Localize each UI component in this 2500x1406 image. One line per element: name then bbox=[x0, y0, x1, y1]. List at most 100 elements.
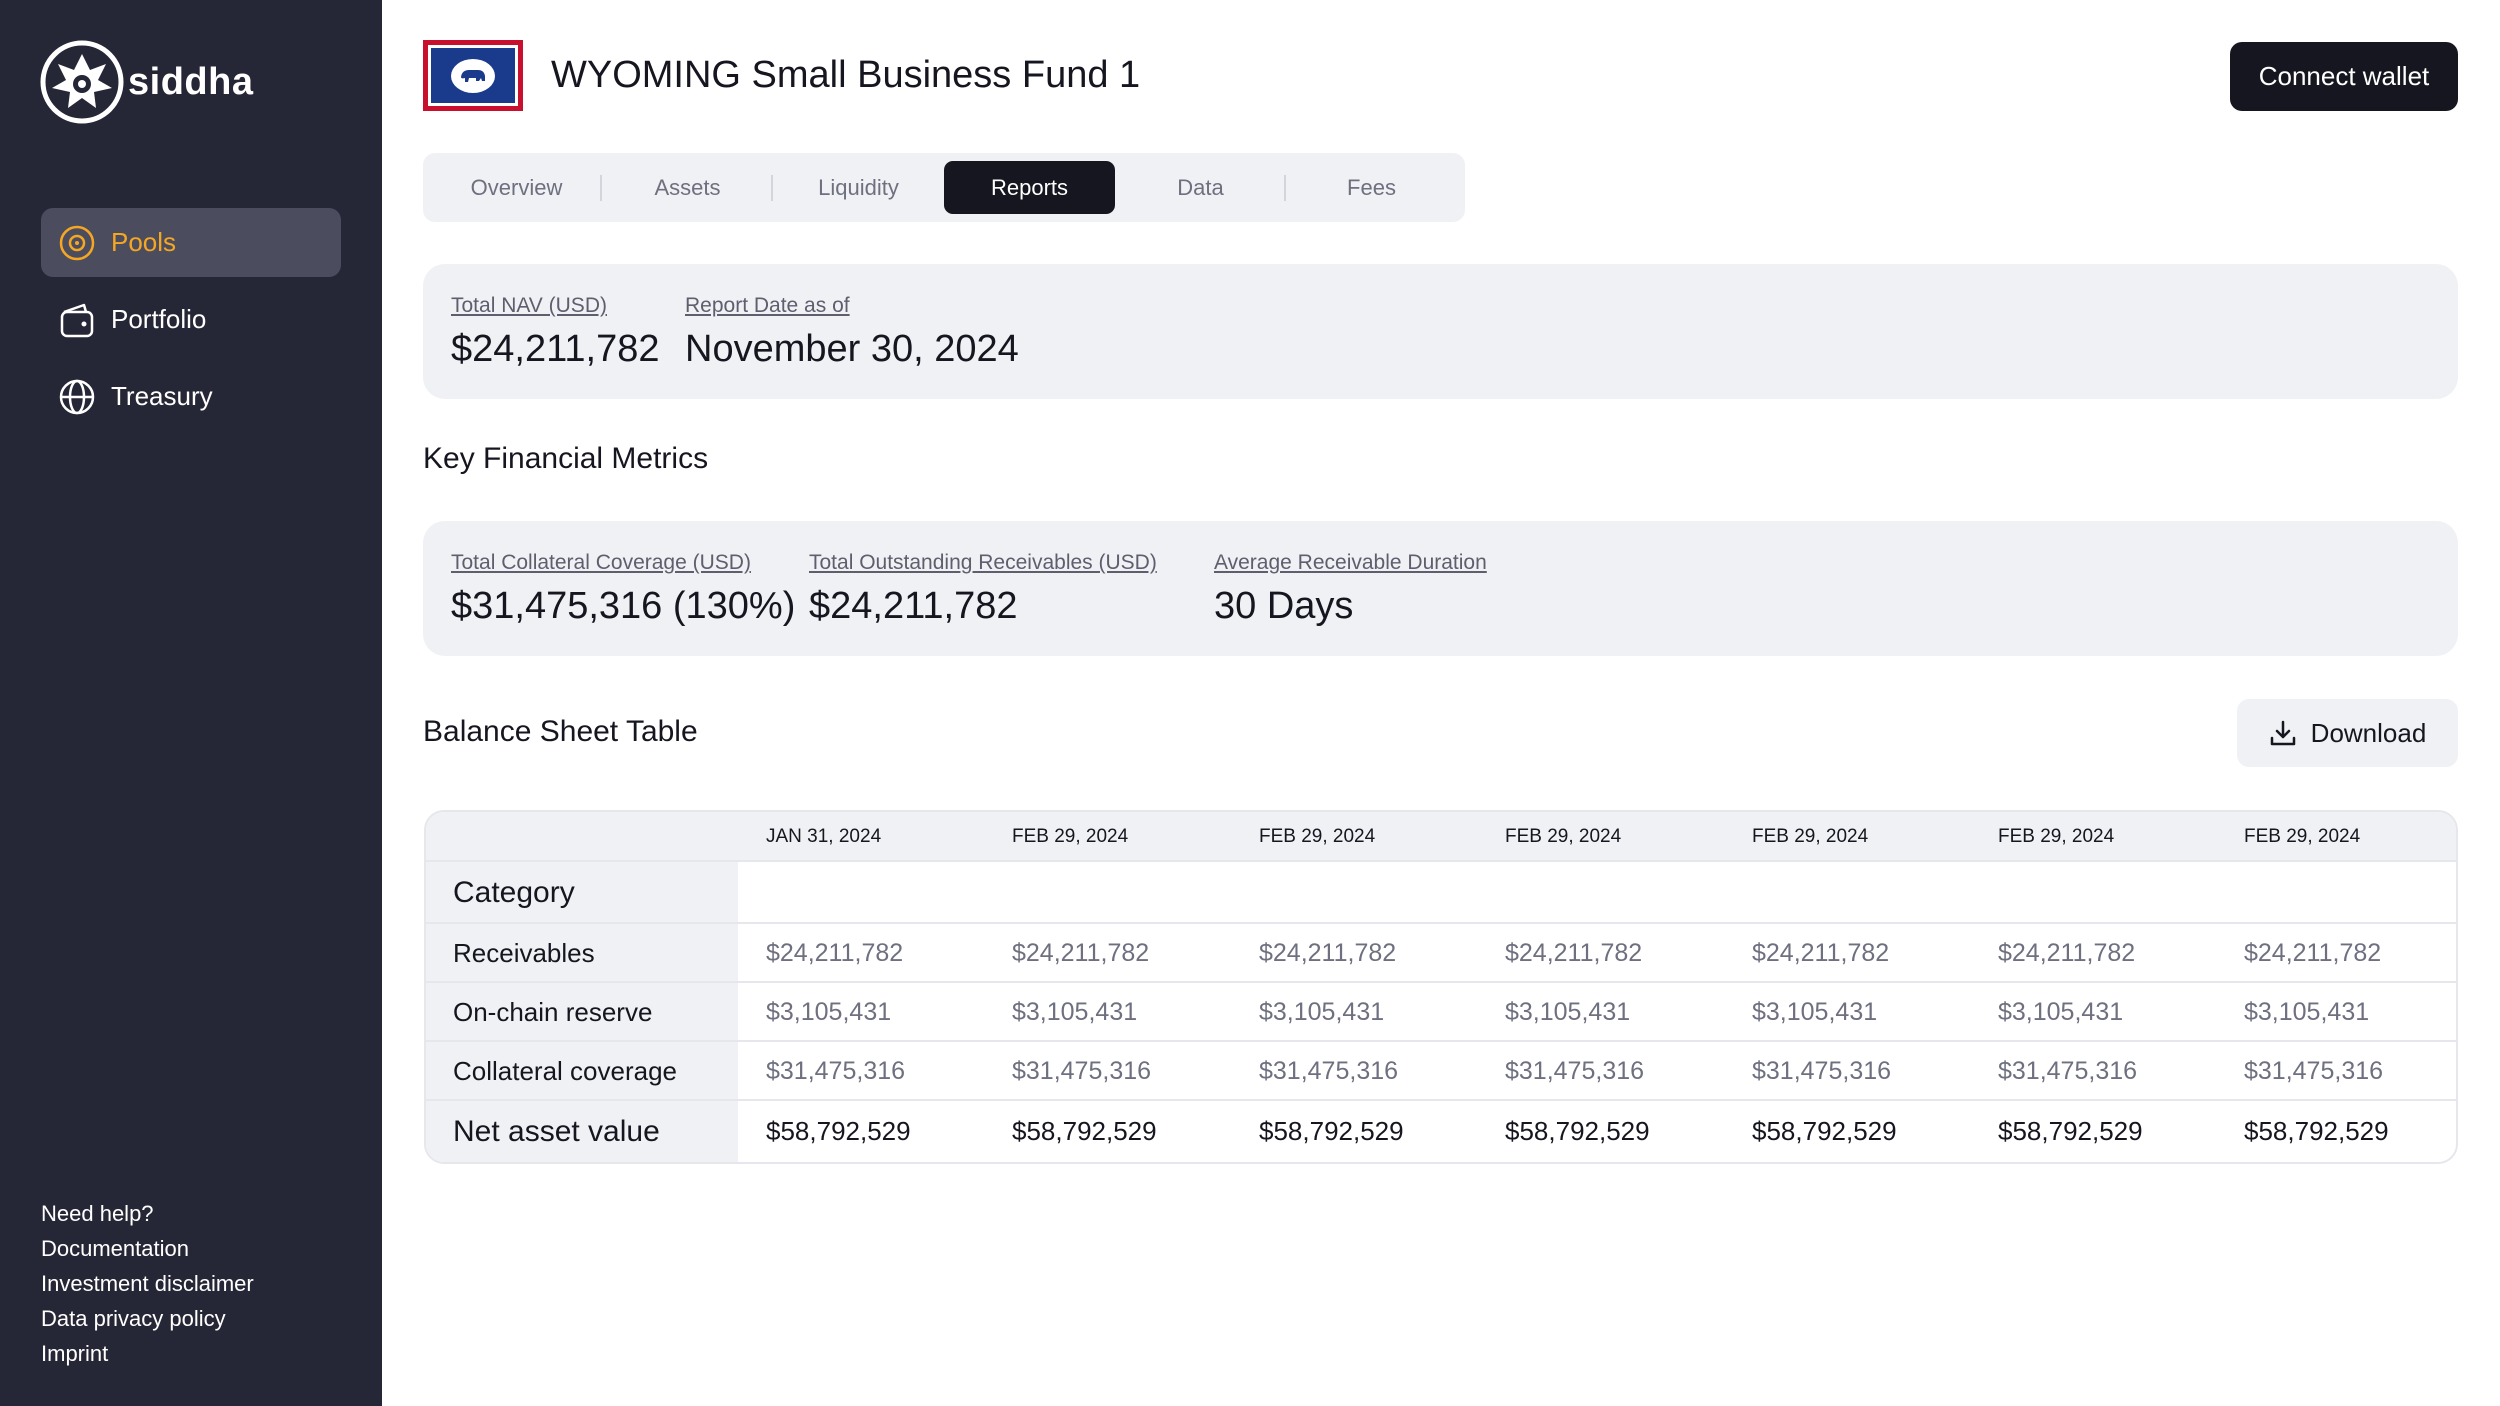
table-cell: $31,475,316 bbox=[2244, 1057, 2384, 1085]
tab-assets[interactable]: Assets bbox=[602, 161, 773, 214]
tab-reports[interactable]: Reports bbox=[944, 161, 1115, 214]
outstanding-receivables-label[interactable]: Total Outstanding Receivables (USD) bbox=[809, 551, 1157, 574]
outstanding-receivables-value: $24,211,782 bbox=[809, 585, 1018, 627]
category-column bbox=[426, 862, 738, 1162]
nav-summary-card: Total NAV (USD) $24,211,782 Report Date … bbox=[423, 264, 2458, 399]
wallet-icon bbox=[57, 300, 97, 340]
column-header: FEB 29, 2024 bbox=[2244, 826, 2361, 847]
data-privacy-policy-link[interactable]: Data privacy policy bbox=[41, 1306, 226, 1331]
collateral-coverage-label[interactable]: Total Collateral Coverage (USD) bbox=[451, 551, 751, 574]
investment-disclaimer-link[interactable]: Investment disclaimer bbox=[41, 1271, 254, 1296]
connect-wallet-button[interactable]: Connect wallet bbox=[2230, 42, 2458, 111]
table-cell: $58,792,529 bbox=[2244, 1116, 2389, 1146]
column-header: FEB 29, 2024 bbox=[1752, 826, 1869, 847]
balance-sheet-table: JAN 31, 2024 FEB 29, 2024 FEB 29, 2024 FEB … bbox=[424, 810, 2458, 1164]
report-date-label[interactable]: Report Date as of bbox=[685, 294, 850, 317]
sidebar-item-portfolio[interactable]: Portfolio bbox=[41, 285, 341, 354]
sidebar-item-pools[interactable]: Pools bbox=[41, 208, 341, 277]
table-cell: $58,792,529 bbox=[1259, 1116, 1404, 1146]
key-metrics-title: Key Financial Metrics bbox=[423, 442, 709, 475]
table-header-row bbox=[426, 812, 2456, 862]
key-metrics-card: Total Collateral Coverage (USD) $31,475,… bbox=[423, 521, 2458, 656]
need-help-link[interactable]: Need help? bbox=[41, 1201, 154, 1226]
tab-bar: Overview Assets Liquidity Reports Data F… bbox=[423, 153, 1465, 222]
table-cell: $31,475,316 bbox=[766, 1057, 906, 1085]
receivables-row: Receivables $24,211,782 $24,211,782 $24,211… bbox=[426, 924, 2456, 983]
sidebar-item-label: Portfolio bbox=[111, 304, 207, 334]
outstanding-receivables: Total Outstanding Receivables (USD) $24,… bbox=[809, 551, 1157, 628]
table-cell: $31,475,316 bbox=[1505, 1057, 1645, 1085]
sidebar-item-label: Pools bbox=[111, 227, 177, 257]
column-header: JAN 31, 2024 bbox=[766, 826, 882, 847]
on-chain-reserve-row: On-chain reserve $3,105,431 $3,105,431 $3,1… bbox=[426, 983, 2456, 1042]
row-label: Net asset value bbox=[453, 1115, 660, 1148]
column-header: FEB 29, 2024 bbox=[1012, 826, 1129, 847]
brand-name: siddha bbox=[128, 60, 254, 103]
collateral-coverage-row: Collateral coverage $31,475,316 $31,475,31… bbox=[426, 1042, 2456, 1101]
total-nav: Total NAV (USD) $24,211,782 bbox=[451, 294, 660, 371]
download-icon bbox=[2270, 720, 2295, 746]
sidebar: siddha Pools Portfolio Treasury Need hel… bbox=[0, 0, 382, 1406]
siddha-logo-icon bbox=[40, 40, 124, 124]
globe-icon bbox=[57, 377, 97, 417]
report-date: Report Date as of November 30, 2024 bbox=[685, 294, 1019, 371]
row-label: On-chain reserve bbox=[453, 997, 653, 1027]
table-cell: $24,211,782 bbox=[1259, 939, 1397, 967]
tab-data[interactable]: Data bbox=[1115, 161, 1286, 214]
sidebar-item-label: Treasury bbox=[111, 381, 213, 411]
report-date-value: November 30, 2024 bbox=[685, 328, 1019, 370]
wyoming-flag-icon bbox=[423, 40, 523, 111]
table-cell: $58,792,529 bbox=[1505, 1116, 1650, 1146]
page-title: WYOMING Small Business Fund 1 bbox=[551, 54, 1141, 96]
receivable-duration-label[interactable]: Average Receivable Duration bbox=[1214, 551, 1487, 574]
table-cell: $3,105,431 bbox=[1998, 998, 2124, 1026]
tab-fees[interactable]: Fees bbox=[1347, 174, 1396, 200]
table-cell: $24,211,782 bbox=[766, 939, 904, 967]
receivable-duration: Average Receivable Duration 30 Days bbox=[1214, 551, 1487, 628]
receivable-duration-value: 30 Days bbox=[1214, 585, 1354, 627]
target-icon bbox=[57, 223, 97, 263]
row-label: Collateral coverage bbox=[453, 1056, 678, 1086]
table-cell: $58,792,529 bbox=[1012, 1116, 1157, 1146]
column-header: FEB 29, 2024 bbox=[1505, 826, 1622, 847]
balance-sheet-title: Balance Sheet Table bbox=[423, 715, 698, 748]
table-cell: $3,105,431 bbox=[1012, 998, 1138, 1026]
table-cell: $58,792,529 bbox=[1752, 1116, 1897, 1146]
table-cell: $31,475,316 bbox=[1259, 1057, 1399, 1085]
brand-logo[interactable]: siddha bbox=[40, 40, 253, 124]
tab-liquidity[interactable]: Liquidity bbox=[818, 174, 899, 200]
download-button[interactable]: Download bbox=[2237, 699, 2458, 767]
table-cell: $24,211,782 bbox=[1505, 939, 1643, 967]
table-cell: $24,211,782 bbox=[1752, 939, 1890, 967]
column-header: FEB 29, 2024 bbox=[1259, 826, 1376, 847]
table-cell: $31,475,316 bbox=[1752, 1057, 1892, 1085]
help-links: Need help? Documentation Investment disc… bbox=[41, 1196, 254, 1371]
table-cell: $3,105,431 bbox=[1505, 998, 1631, 1026]
table-cell: $3,105,431 bbox=[1259, 998, 1385, 1026]
table-cell: $31,475,316 bbox=[1012, 1057, 1152, 1085]
table-cell: $3,105,431 bbox=[2244, 998, 2370, 1026]
table-cell: $24,211,782 bbox=[2244, 939, 2382, 967]
column-header: FEB 29, 2024 bbox=[1998, 826, 2115, 847]
table-cell: $58,792,529 bbox=[1998, 1116, 2143, 1146]
table-cell: $3,105,431 bbox=[766, 998, 892, 1026]
net-asset-value-row: Net asset value $58,792,529 $58,792,529 $58… bbox=[426, 1101, 2456, 1162]
table-cell: $58,792,529 bbox=[766, 1116, 911, 1146]
imprint-link[interactable]: Imprint bbox=[41, 1341, 109, 1366]
table-cell: $24,211,782 bbox=[1012, 939, 1150, 967]
download-label: Download bbox=[2310, 717, 2427, 748]
table-cell: $24,211,782 bbox=[1998, 939, 2136, 967]
category-row: Category bbox=[426, 862, 2456, 924]
sidebar-nav: Pools Portfolio Treasury bbox=[41, 208, 341, 439]
total-nav-value: $24,211,782 bbox=[451, 328, 660, 370]
tab-overview[interactable]: Overview bbox=[431, 161, 602, 214]
total-nav-label[interactable]: Total NAV (USD) bbox=[451, 294, 607, 317]
bison-seal-icon bbox=[451, 58, 495, 93]
sidebar-item-treasury[interactable]: Treasury bbox=[41, 362, 341, 431]
table-cell: $31,475,316 bbox=[1998, 1057, 2138, 1085]
documentation-link[interactable]: Documentation bbox=[41, 1236, 189, 1261]
collateral-coverage: Total Collateral Coverage (USD) $31,475,… bbox=[451, 551, 795, 628]
collateral-coverage-value: $31,475,316 (130%) bbox=[451, 585, 796, 627]
category-header: Category bbox=[453, 876, 575, 909]
table-cell: $3,105,431 bbox=[1752, 998, 1878, 1026]
